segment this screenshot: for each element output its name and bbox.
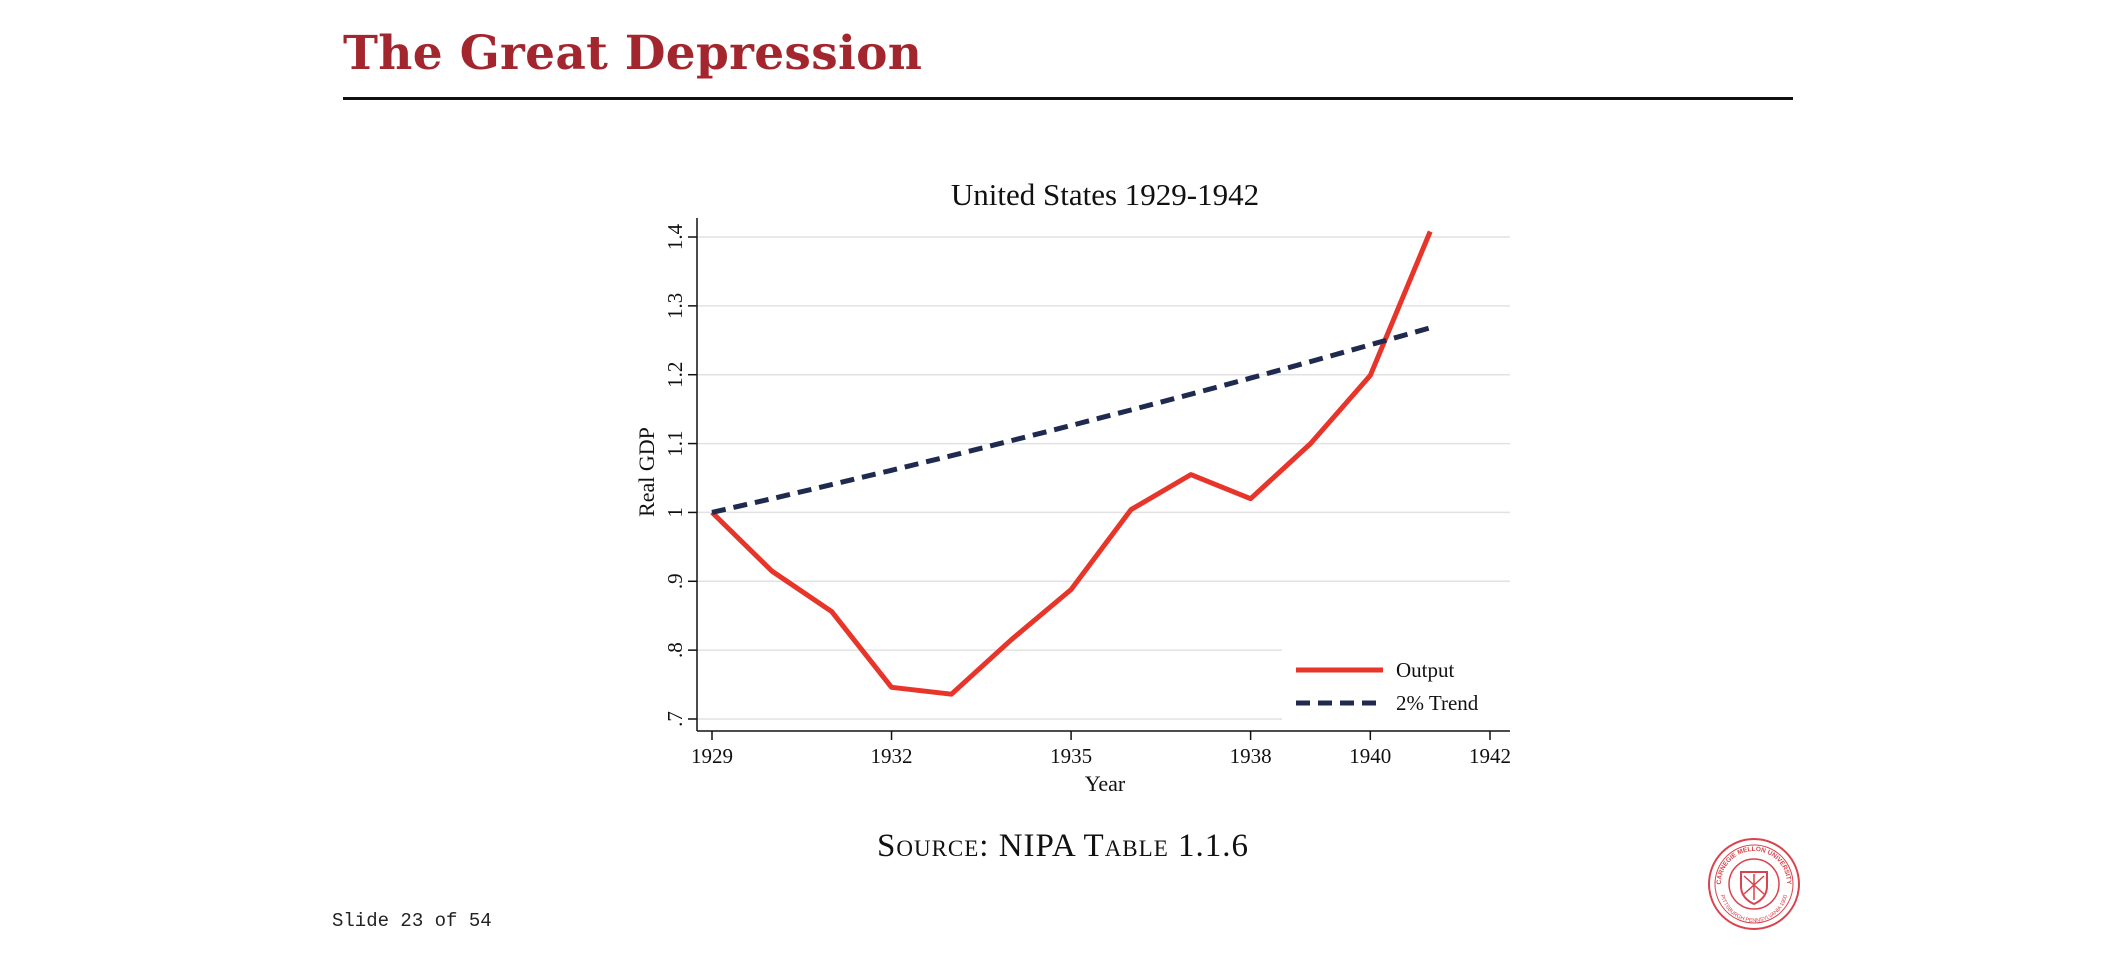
legend-label: Output bbox=[1396, 658, 1455, 682]
legend-box bbox=[1282, 648, 1510, 730]
x-tick-label: 1940 bbox=[1349, 744, 1391, 768]
chart-series bbox=[710, 230, 1433, 697]
y-tick-label: .8 bbox=[663, 642, 687, 658]
slide-title: The Great Depression bbox=[343, 26, 923, 81]
y-tick-label: 1.1 bbox=[663, 430, 687, 456]
chart-axes: .7 .8 .9 1 1.1 1.2 1.3 1.4 1929 1932 1935 1938 1940 1… bbox=[663, 218, 1511, 768]
x-tick-label: 1942 bbox=[1469, 744, 1511, 768]
x-tick-label: 1938 bbox=[1230, 744, 1272, 768]
chart-title: United States 1929-1942 bbox=[951, 177, 1259, 212]
chart-legend: Output 2% Trend bbox=[1282, 648, 1510, 730]
x-tick-label: 1932 bbox=[871, 744, 913, 768]
x-tick-label: 1935 bbox=[1050, 744, 1092, 768]
x-tick-label: 1929 bbox=[691, 744, 733, 768]
x-axis-label: Year bbox=[1085, 771, 1126, 796]
y-tick-label: 1.3 bbox=[663, 293, 687, 319]
y-tick-label: .9 bbox=[663, 573, 687, 589]
y-tick-label: 1 bbox=[663, 507, 687, 518]
title-divider bbox=[343, 97, 1793, 100]
y-axis-label: Real GDP bbox=[634, 427, 659, 517]
series-line-2-trend bbox=[711, 325, 1431, 515]
y-tick-label: 1.2 bbox=[663, 362, 687, 388]
slide-counter: Slide 23 of 54 bbox=[332, 910, 492, 932]
grid-lines bbox=[697, 236, 1510, 720]
legend-label: 2% Trend bbox=[1396, 691, 1479, 715]
y-tick-label: 1.4 bbox=[663, 223, 687, 250]
source-note: Source: NIPA Table 1.1.6 bbox=[877, 828, 1249, 864]
y-tick-label: .7 bbox=[663, 711, 687, 727]
series-line-output bbox=[710, 230, 1433, 697]
carnegie-mellon-seal-icon: CARNEGIE MELLON UNIVERSITY PITTSBURGH PE… bbox=[1708, 838, 1800, 930]
